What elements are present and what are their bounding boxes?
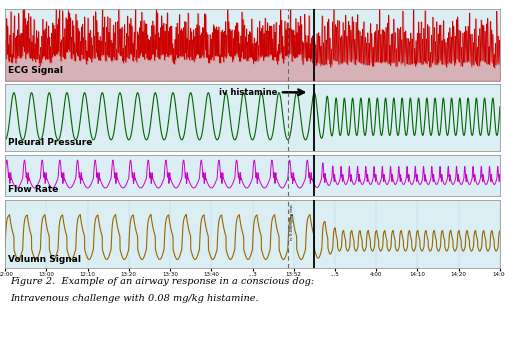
Text: iv histamine: iv histamine	[219, 88, 304, 97]
Text: iv 0.08mg/kg hist.: iv 0.08mg/kg hist.	[289, 203, 293, 240]
Text: Figure 2.  Example of an airway response in a conscious dog:: Figure 2. Example of an airway response …	[10, 277, 314, 286]
Text: Flow Rate: Flow Rate	[8, 185, 58, 194]
Text: Pleural Pressure: Pleural Pressure	[8, 138, 92, 147]
Text: ECG Signal: ECG Signal	[8, 66, 63, 75]
Text: Intravenous challenge with 0.08 mg/kg histamine.: Intravenous challenge with 0.08 mg/kg hi…	[10, 294, 259, 303]
Text: Volumn Signal: Volumn Signal	[8, 255, 80, 264]
